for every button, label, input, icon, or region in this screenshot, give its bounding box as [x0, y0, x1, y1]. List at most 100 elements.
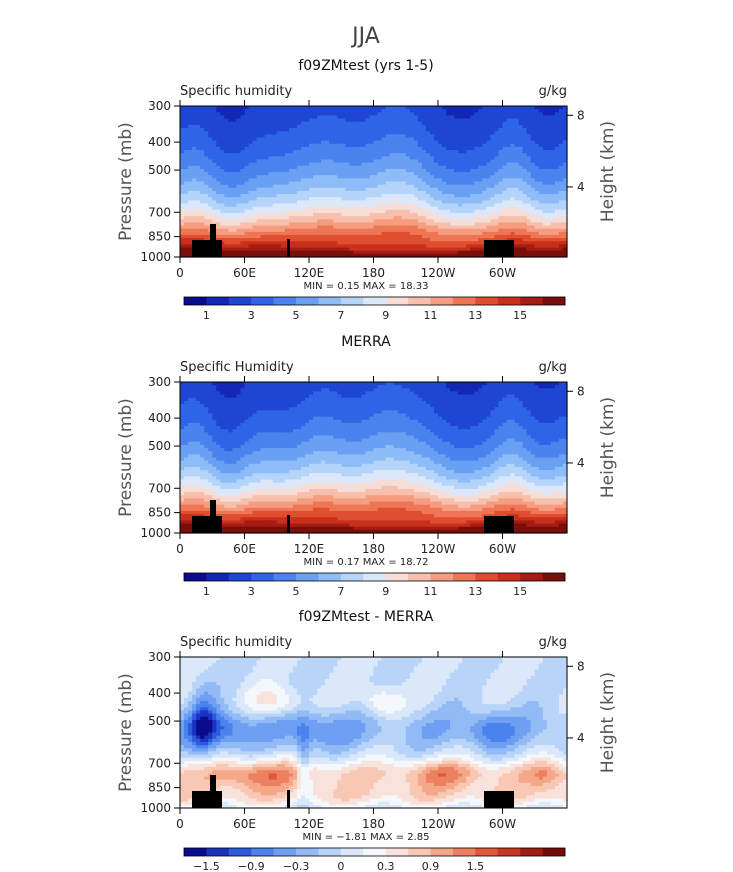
field-cell	[260, 128, 266, 132]
field-cell	[554, 131, 560, 135]
field-cell	[466, 143, 471, 148]
field-cell	[216, 115, 221, 120]
field-cell	[454, 181, 459, 186]
field-cell	[526, 115, 532, 120]
field-cell	[325, 137, 330, 142]
field-cell	[220, 112, 225, 117]
field-cell	[333, 106, 338, 110]
field-cell	[494, 115, 500, 120]
field-cell	[232, 115, 238, 120]
field-cell	[333, 131, 338, 135]
field-cell	[425, 162, 431, 167]
field-cell	[208, 159, 213, 164]
field-cell	[240, 216, 246, 220]
field-cell	[381, 172, 387, 176]
field-cell	[272, 206, 278, 211]
field-cell	[341, 203, 346, 208]
field-cell	[506, 212, 512, 217]
field-cell	[486, 200, 492, 205]
field-cell	[534, 150, 540, 154]
field-cell	[329, 175, 334, 179]
field-cell	[208, 200, 213, 205]
field-cell	[490, 121, 496, 126]
field-cell	[470, 115, 475, 120]
field-cell	[280, 216, 286, 220]
field-cell	[377, 137, 383, 142]
field-cell	[409, 219, 415, 223]
field-cell	[236, 106, 242, 110]
field-cell	[188, 165, 193, 170]
field-cell	[236, 134, 242, 139]
field-cell	[478, 134, 483, 139]
field-cell	[466, 112, 471, 117]
field-cell	[292, 159, 298, 164]
field-cell	[494, 137, 500, 142]
field-cell	[393, 156, 399, 161]
field-cell	[506, 115, 512, 120]
field-cell	[300, 222, 306, 227]
field-cell	[538, 140, 544, 145]
field-cell	[538, 178, 544, 183]
field-cell	[470, 165, 475, 170]
field-cell	[470, 206, 475, 211]
field-cell	[550, 159, 556, 164]
field-cell	[442, 200, 447, 205]
field-cell	[421, 194, 427, 198]
field-cell	[188, 159, 193, 164]
field-cell	[325, 146, 330, 151]
field-cell	[212, 131, 217, 135]
field-cell	[421, 168, 427, 173]
field-cell	[280, 143, 286, 148]
field-cell	[204, 194, 209, 198]
field-cell	[538, 150, 544, 154]
field-cell	[317, 200, 322, 205]
field-cell	[542, 162, 548, 167]
field-cell	[317, 106, 322, 110]
field-cell	[373, 172, 379, 176]
field-cell	[429, 131, 435, 135]
field-cell	[377, 181, 383, 186]
field-cell	[333, 172, 338, 176]
field-cell	[361, 168, 367, 173]
colorbar-swatch	[475, 297, 499, 305]
field-cell	[292, 219, 298, 223]
field-cell	[526, 203, 532, 208]
field-cell	[216, 216, 221, 220]
field-cell	[538, 190, 544, 195]
field-cell	[184, 165, 189, 170]
field-cell	[313, 124, 318, 129]
field-cell	[224, 146, 229, 151]
field-cell	[450, 124, 455, 129]
field-cell	[228, 212, 234, 217]
field-cell	[337, 131, 342, 135]
field-cell	[558, 212, 564, 217]
field-cell	[248, 212, 254, 217]
field-cell	[401, 124, 407, 129]
field-cell	[405, 124, 411, 129]
field-cell	[478, 143, 483, 148]
field-cell	[184, 200, 189, 205]
field-cell	[421, 219, 427, 223]
field-cell	[518, 137, 524, 142]
field-cell	[264, 197, 270, 201]
field-cell	[490, 131, 496, 135]
field-cell	[506, 131, 512, 135]
field-cell	[216, 124, 221, 129]
field-cell	[442, 212, 447, 217]
field-cell	[224, 162, 229, 167]
field-cell	[212, 219, 217, 223]
field-cell	[228, 203, 234, 208]
field-cell	[417, 187, 423, 192]
field-cell	[188, 181, 193, 186]
field-cell	[518, 109, 524, 113]
field-cell	[264, 200, 270, 205]
field-cell	[268, 219, 274, 223]
field-cell	[522, 168, 528, 173]
field-cell	[417, 131, 423, 135]
field-cell	[329, 153, 334, 157]
field-cell	[417, 212, 423, 217]
field-cell	[309, 168, 314, 173]
field-cell	[256, 181, 262, 186]
field-cell	[329, 162, 334, 167]
field-cell	[284, 106, 290, 110]
